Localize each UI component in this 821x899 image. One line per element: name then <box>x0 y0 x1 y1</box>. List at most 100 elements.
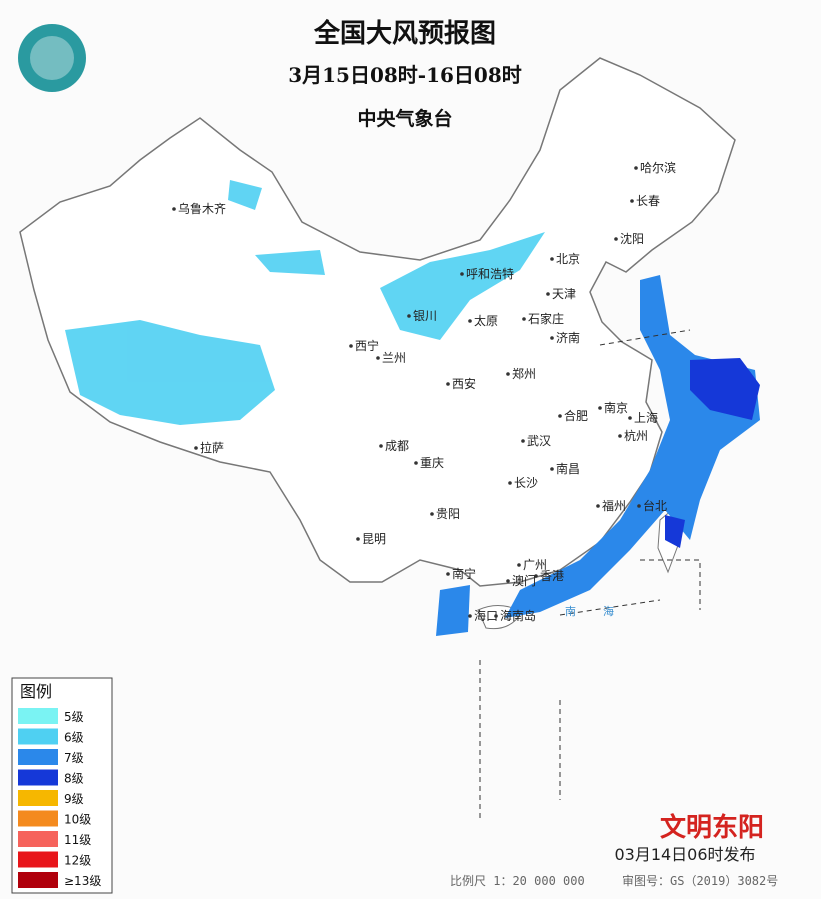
city-label: 南京 <box>604 400 628 415</box>
scale: 比例尺 1：20 000 000 <box>450 874 585 888</box>
city-dot <box>506 372 510 376</box>
city-dot <box>546 292 550 296</box>
legend-title: 图例 <box>20 682 52 701</box>
wind-6 <box>65 180 545 425</box>
city-label: 沈阳 <box>620 231 644 246</box>
city-label: 贵阳 <box>436 507 460 521</box>
city-label: 福州 <box>602 498 626 513</box>
wind-area <box>665 515 685 548</box>
city-dot <box>376 356 380 360</box>
legend-label: 6级 <box>64 731 84 745</box>
period: 3月15日08时-16日08时 <box>288 63 522 87</box>
city-label: 北京 <box>556 252 580 266</box>
city-dot <box>596 504 600 508</box>
city-dot <box>522 317 526 321</box>
country-outline <box>19 57 736 587</box>
city-dot <box>517 563 521 567</box>
city-label: 澳门 <box>512 573 536 588</box>
city-label: 西安 <box>452 376 476 391</box>
city-label: 长沙 <box>514 476 538 490</box>
city-label: 呼和浩特 <box>466 266 514 281</box>
city-dot <box>637 504 641 508</box>
city-label: 重庆 <box>420 456 444 470</box>
city-label: 济南 <box>556 330 580 345</box>
city-dot <box>468 319 472 323</box>
title: 全国大风预报图 <box>313 18 496 49</box>
city-label: 石家庄 <box>528 311 564 326</box>
city-dot <box>446 382 450 386</box>
city-dot <box>414 461 418 465</box>
city-label: 香港 <box>540 569 564 583</box>
city-dot <box>194 446 198 450</box>
legend-label: ≥13级 <box>64 874 101 888</box>
city-dot <box>634 166 638 170</box>
city-dot <box>356 537 360 541</box>
city-dot <box>430 512 434 516</box>
city-dot <box>494 614 498 618</box>
approval: 审图号：GS（2019）3082号 <box>622 873 778 888</box>
legend-swatch <box>18 851 58 868</box>
city-dot <box>630 199 634 203</box>
city-label: 成都 <box>385 439 409 453</box>
logo-inner <box>30 36 74 80</box>
city-dot <box>628 416 632 420</box>
city-dot <box>468 614 472 618</box>
legend-swatch <box>18 872 58 888</box>
legend-swatch <box>18 728 58 745</box>
wind-area <box>690 358 760 420</box>
city-dot <box>558 414 562 418</box>
city-label: 武汉 <box>527 434 551 448</box>
city-label: 台北 <box>643 498 667 513</box>
legend-items: 5级 6级 7级 8级 9级 10级 11级 12级 ≥13级 <box>18 708 101 888</box>
city-dot <box>598 406 602 410</box>
legend-swatch <box>18 831 58 847</box>
legend-label: 7级 <box>64 751 84 765</box>
city-dot <box>534 574 538 578</box>
legend-label: 9级 <box>64 792 84 806</box>
city-label: 太原 <box>474 313 498 328</box>
city-label: 哈尔滨 <box>640 160 676 175</box>
wind-area <box>255 250 325 275</box>
city-dot <box>460 272 464 276</box>
city-label: 郑州 <box>512 366 536 381</box>
city-dot <box>550 336 554 340</box>
city-label: 广州 <box>523 558 547 572</box>
legend-label: 8级 <box>64 772 84 786</box>
wind-area <box>436 585 470 636</box>
city-label: 海口 <box>474 608 498 623</box>
watermark: 文明东阳 <box>660 812 764 843</box>
wind-area <box>380 232 545 340</box>
city-label: 兰州 <box>382 351 406 365</box>
city-label: 拉萨 <box>200 440 224 455</box>
boundary-dash <box>479 329 701 820</box>
city-label: 南昌 <box>556 461 580 476</box>
issued-time: 03月14日06时发布 <box>614 845 755 864</box>
city-label: 乌鲁木齐 <box>178 201 226 216</box>
legend-swatch <box>18 749 58 765</box>
city-dot <box>172 207 176 211</box>
legend-swatch <box>18 790 58 806</box>
city-dot <box>614 237 618 241</box>
city-dot <box>506 579 510 583</box>
city-label: 天津 <box>552 287 576 301</box>
legend-swatch <box>18 769 58 786</box>
legend-swatch <box>18 810 58 827</box>
issuer: 中央气象台 <box>357 107 452 130</box>
legend-label: 10级 <box>64 813 91 827</box>
legend-label: 5级 <box>64 710 84 724</box>
city-dot <box>349 344 353 348</box>
city-label: 南宁 <box>452 566 476 581</box>
wind-8 <box>665 358 760 548</box>
legend-label: 12级 <box>64 854 91 868</box>
city-dot <box>407 314 411 318</box>
city-label: 合肥 <box>564 408 588 423</box>
city-label: 昆明 <box>362 532 386 546</box>
city-dot <box>521 439 525 443</box>
sea-label: 南 <box>565 605 576 618</box>
city-label: 长春 <box>636 194 660 208</box>
legend-swatch <box>18 708 58 724</box>
city-dot <box>446 572 450 576</box>
city-dot <box>379 444 383 448</box>
